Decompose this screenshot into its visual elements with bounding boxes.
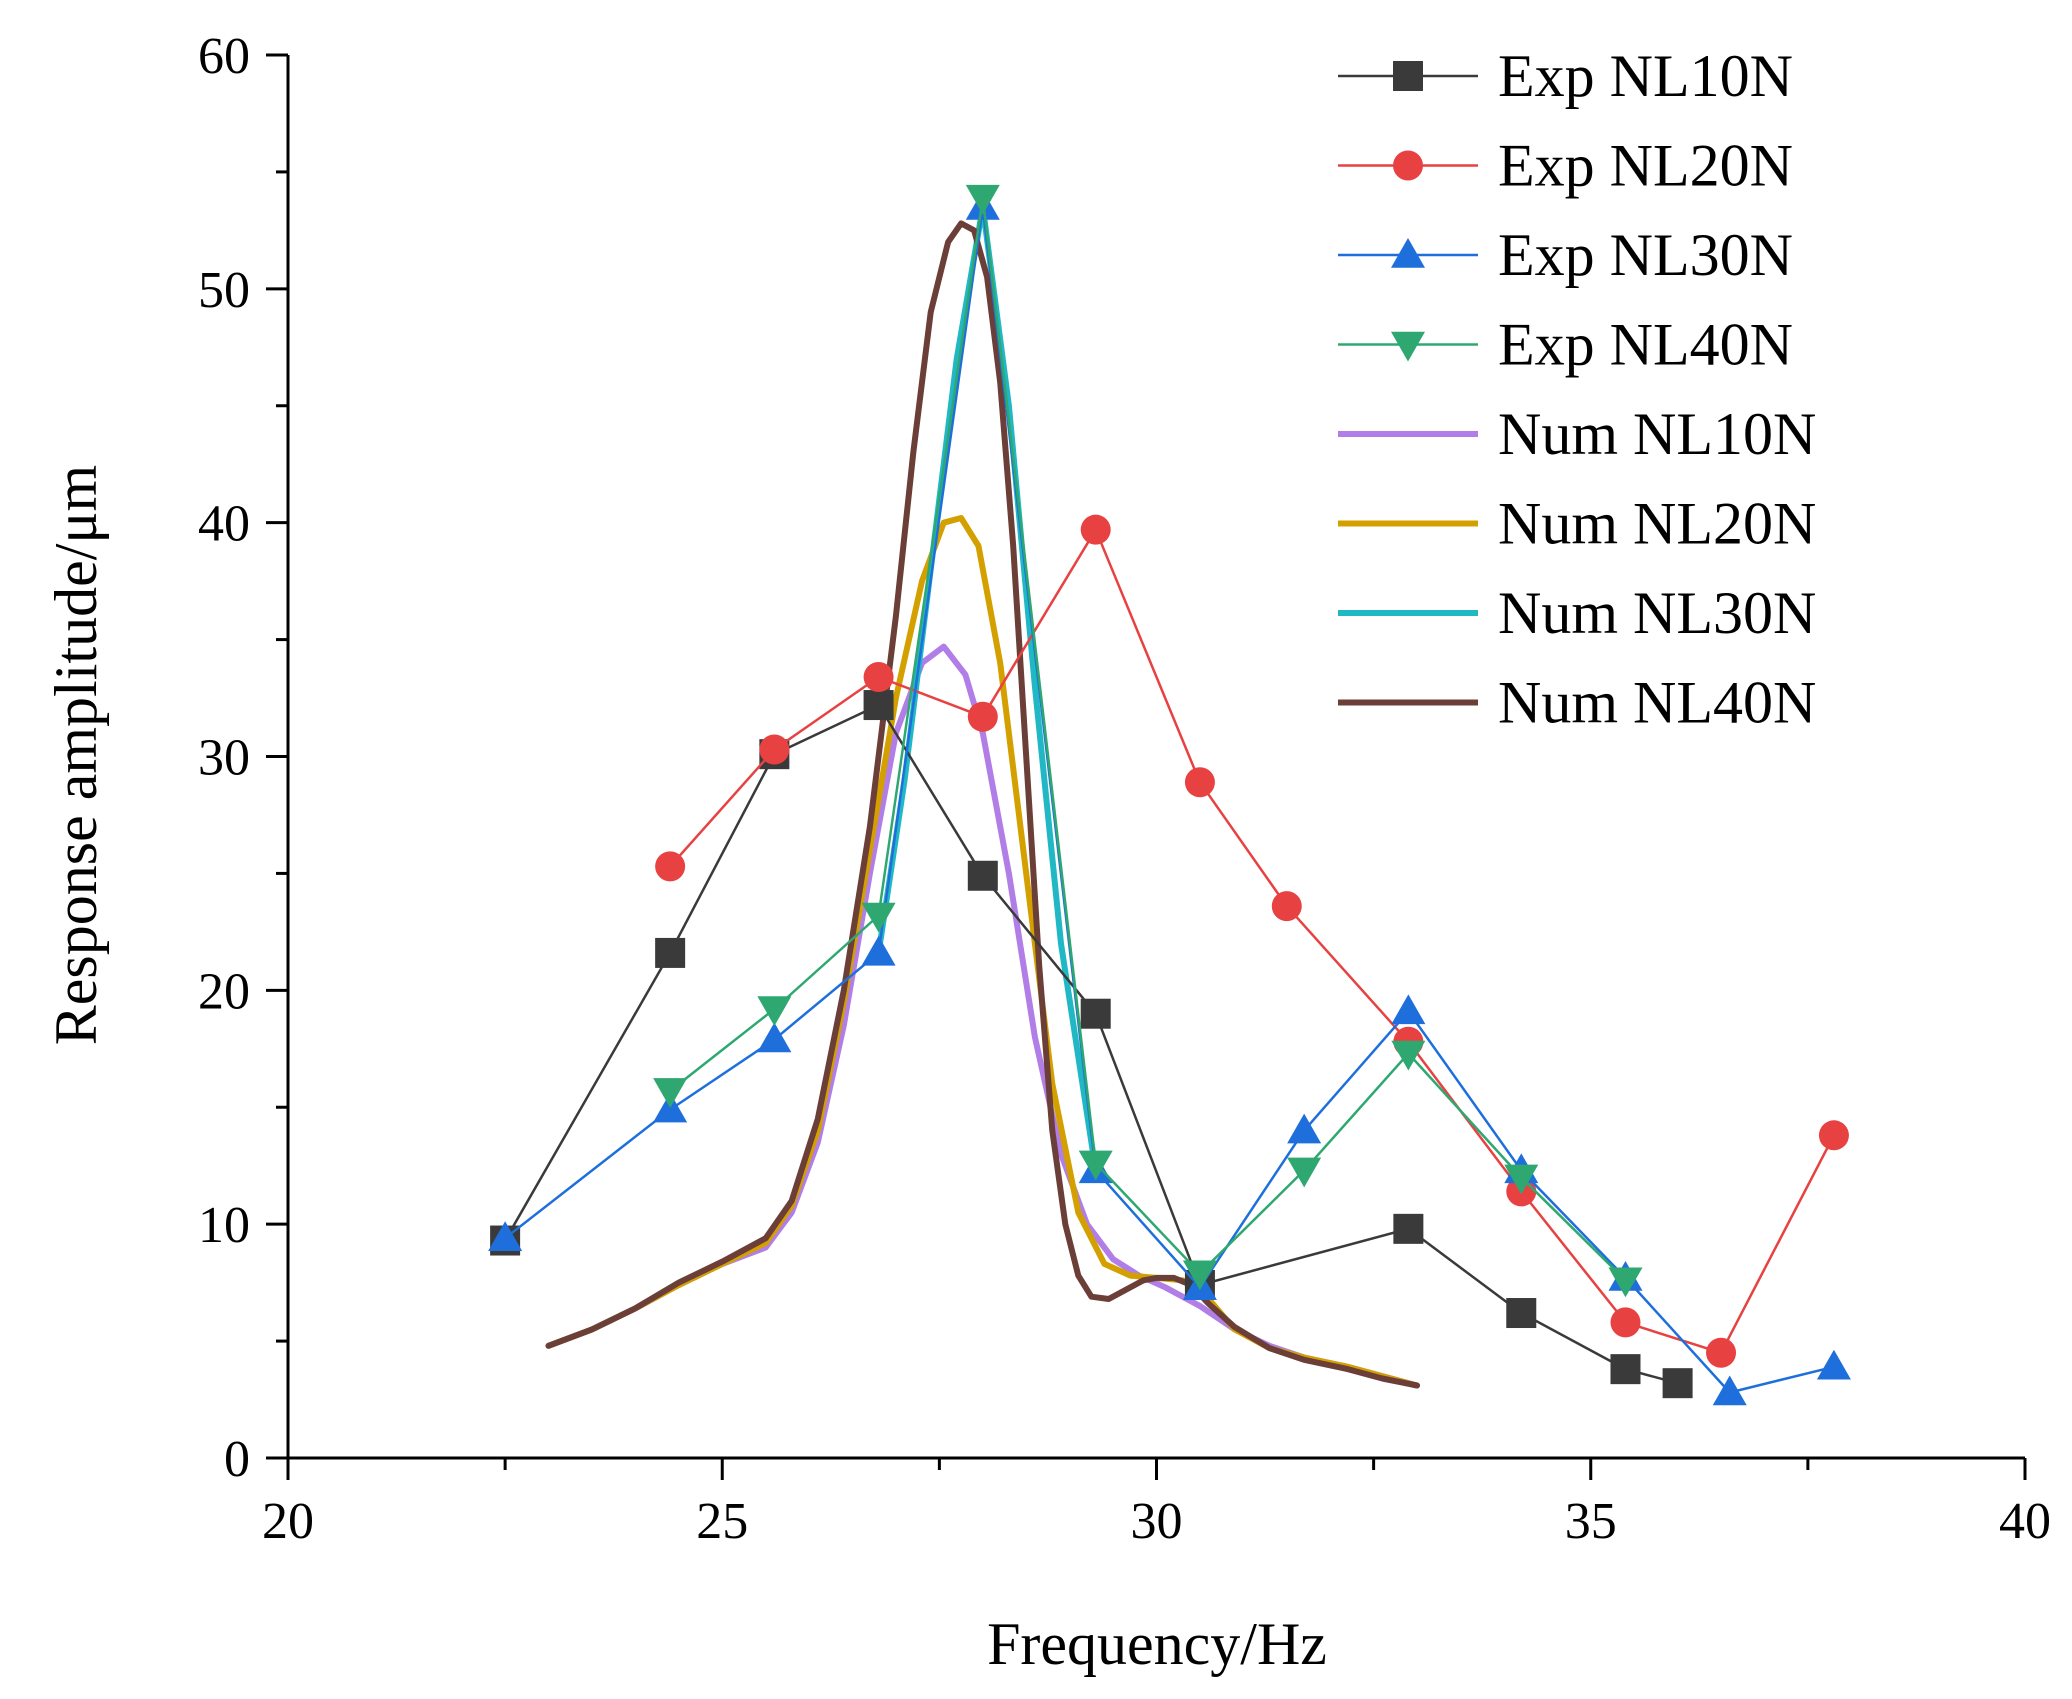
- data-point-exp-nl10n: [1610, 1354, 1641, 1385]
- x-axis-title: Frequency/Hz: [987, 1611, 1327, 1677]
- data-point-exp-nl30n: [1287, 1113, 1322, 1144]
- x-tick-label: 40: [1999, 1493, 2051, 1550]
- data-point-exp-nl40n: [653, 1078, 688, 1108]
- y-tick-label: 60: [198, 28, 250, 85]
- series-line-exp-nl20n: [668, 528, 1836, 1355]
- data-point-exp-nl10n: [1393, 1213, 1424, 1244]
- legend-marker: [1393, 150, 1423, 181]
- legend-label: Num NL20N: [1498, 491, 1816, 557]
- data-point-exp-nl20n: [967, 701, 998, 732]
- legend-item-num-nl10n: Num NL10N: [1338, 401, 1816, 467]
- y-tick-label: 0: [224, 1431, 250, 1488]
- data-point-exp-nl40n: [1287, 1157, 1322, 1188]
- data-point-exp-nl20n: [1610, 1307, 1641, 1338]
- legend-item-exp-nl10n: Exp NL10N: [1338, 43, 1793, 109]
- data-point-exp-nl20n: [1080, 514, 1111, 545]
- data-point-exp-nl40n: [965, 184, 1000, 215]
- legend-item-num-nl20n: Num NL20N: [1338, 491, 1816, 557]
- data-point-exp-nl10n: [1662, 1368, 1693, 1399]
- data-point-exp-nl20n: [1184, 767, 1215, 798]
- legend-item-num-nl40n: Num NL40N: [1338, 670, 1816, 736]
- data-point-exp-nl20n: [1271, 891, 1302, 922]
- legend-label: Num NL30N: [1498, 580, 1816, 646]
- legend-label: Exp NL30N: [1498, 222, 1793, 288]
- series-line-exp-nl40n: [668, 196, 1627, 1282]
- data-point-exp-nl10n: [1506, 1298, 1537, 1329]
- legend-marker: [1391, 238, 1425, 268]
- legend-label: Num NL40N: [1498, 670, 1816, 736]
- data-point-exp-nl20n: [1818, 1120, 1849, 1151]
- data-point-exp-nl30n: [488, 1221, 523, 1251]
- legend-label: Exp NL40N: [1498, 312, 1793, 378]
- data-point-exp-nl40n: [1078, 1150, 1113, 1181]
- axes-layer: 20 25 30 35 40 0 10 20 30 40 50 60: [198, 28, 2051, 1550]
- y-tick-label: 20: [198, 963, 250, 1020]
- legend-item-exp-nl40n: Exp NL40N: [1338, 312, 1793, 378]
- data-point-exp-nl40n: [1608, 1267, 1643, 1298]
- y-tick-label: 10: [198, 1197, 250, 1254]
- legend-label: Exp NL10N: [1498, 43, 1793, 109]
- legend: Exp NL10N Exp NL20N Exp NL30N Exp NL40N Num …: [1338, 43, 1816, 736]
- legend-label: Exp NL20N: [1498, 133, 1793, 199]
- x-tick-label: 35: [1565, 1493, 1617, 1550]
- y-tick-label: 40: [198, 496, 250, 553]
- data-point-exp-nl30n: [1816, 1349, 1851, 1380]
- data-point-exp-nl20n: [655, 851, 686, 882]
- data-point-exp-nl30n: [1391, 994, 1426, 1025]
- data-point-exp-nl10n: [863, 690, 894, 721]
- data-point-exp-nl40n: [757, 996, 792, 1027]
- data-point-exp-nl40n: [1182, 1260, 1217, 1291]
- series-line-num-nl40n: [545, 220, 1420, 1389]
- legend-item-exp-nl20n: Exp NL20N: [1338, 133, 1793, 199]
- data-point-exp-nl10n: [967, 860, 998, 891]
- data-point-exp-nl10n: [655, 937, 686, 968]
- data-point-exp-nl40n: [861, 902, 896, 933]
- data-point-exp-nl20n: [863, 661, 894, 692]
- x-tick-label: 20: [262, 1493, 314, 1550]
- data-point-exp-nl30n: [1712, 1375, 1747, 1406]
- y-tick-label: 50: [198, 262, 250, 319]
- data-point-exp-nl20n: [1706, 1337, 1737, 1368]
- y-axis-title: Response amplitude/μm: [43, 465, 109, 1045]
- data-point-exp-nl20n: [759, 734, 790, 765]
- data-point-exp-nl30n: [861, 935, 896, 966]
- data-point-exp-nl30n: [757, 1022, 792, 1053]
- x-tick-label: 30: [1131, 1493, 1183, 1550]
- legend-item-exp-nl30n: Exp NL30N: [1338, 222, 1793, 288]
- series-exp-nl40n: [653, 184, 1643, 1298]
- data-point-exp-nl40n: [1504, 1164, 1539, 1195]
- data-point-exp-nl10n: [1080, 998, 1111, 1029]
- y-tick-label: 30: [198, 730, 250, 787]
- legend-marker: [1391, 331, 1425, 362]
- series-exp-nl10n: [490, 690, 1693, 1399]
- x-tick-label: 25: [696, 1493, 748, 1550]
- legend-item-num-nl30n: Num NL30N: [1338, 580, 1816, 646]
- series-num-nl40n: [545, 220, 1420, 1389]
- legend-label: Num NL10N: [1498, 401, 1816, 467]
- data-point-exp-nl40n: [1391, 1040, 1426, 1071]
- legend-marker: [1393, 61, 1423, 91]
- series-layer: [488, 184, 1851, 1406]
